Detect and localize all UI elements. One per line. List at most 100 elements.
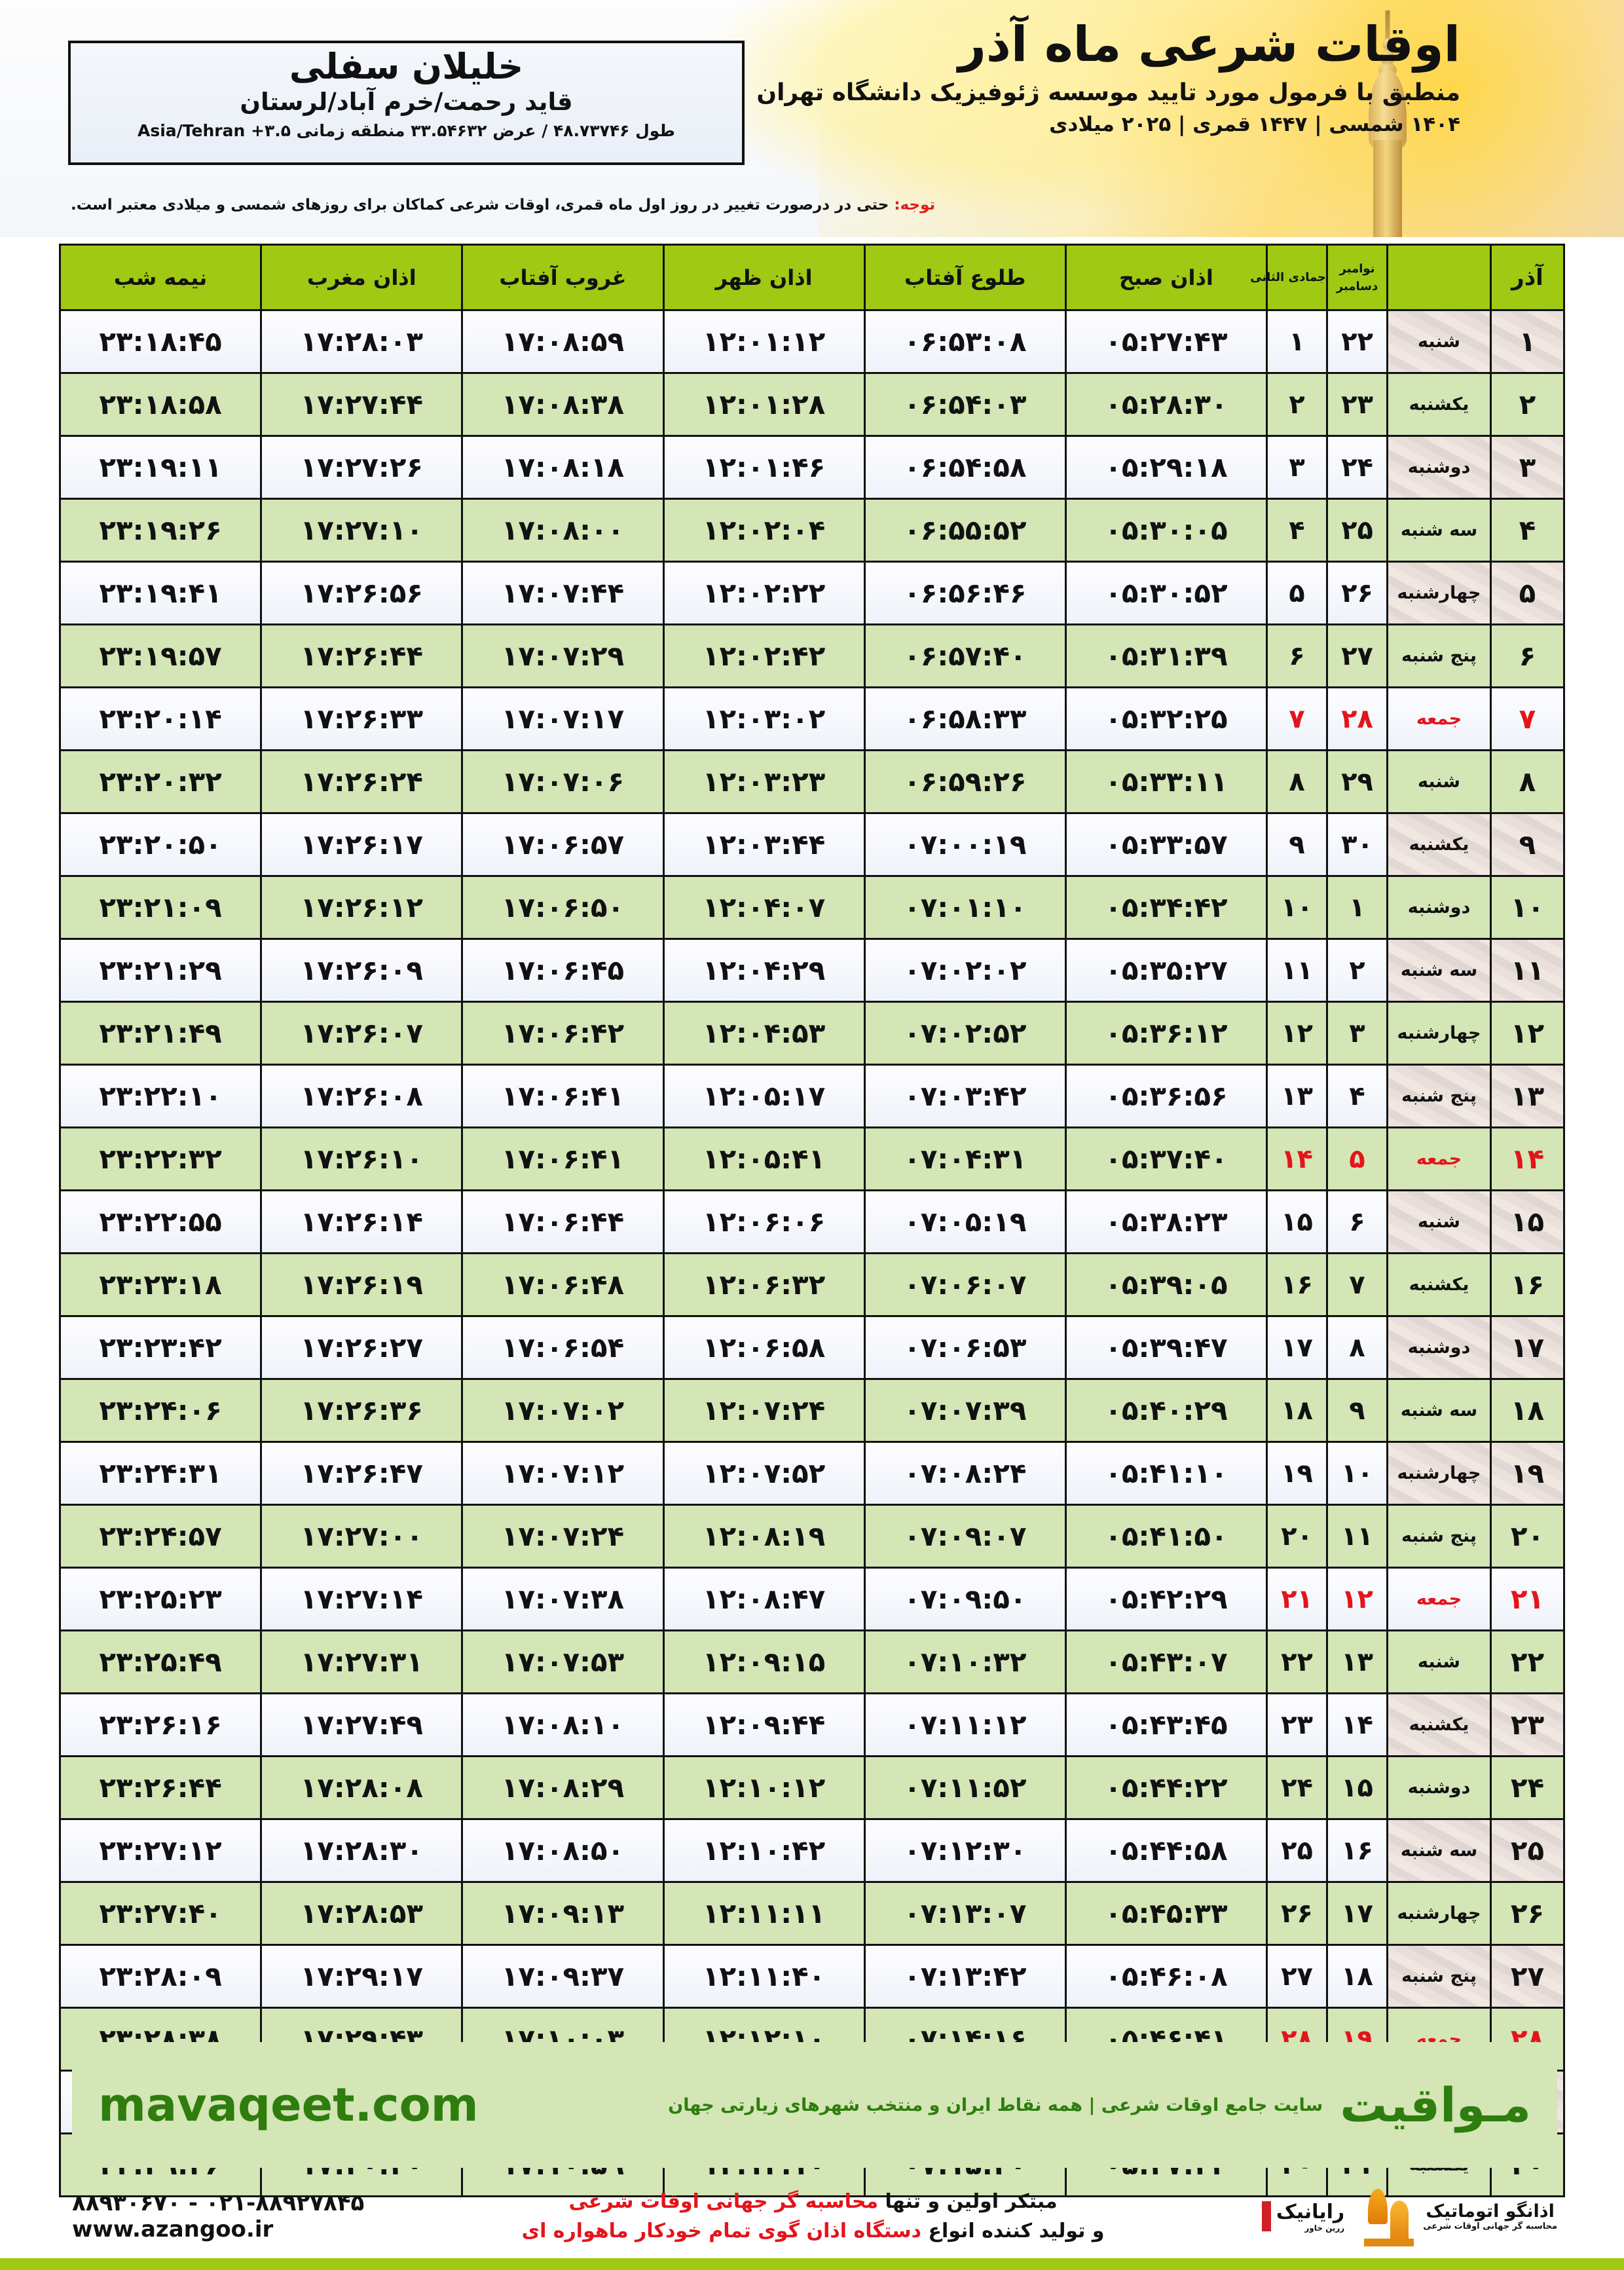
cell-toloo-aftab: ۰۷:۱۲:۳۰ <box>863 1818 1067 1883</box>
cell-azan-maghreb: ۱۷:۲۷:۴۴ <box>260 372 464 437</box>
cell-nimeh-shab: ۲۳:۲۳:۴۲ <box>58 1315 263 1380</box>
table-body: ۱ شنبه ۲۲ ۱ ۰۵:۲۷:۴۳ ۰۶:۵۳:۰۸ ۱۲:۰۱:۱۲ ۱۷:۰۸:۵۹… <box>58 309 1565 2197</box>
cell-ghoroob-aftab: ۱۷:۰۸:۰۰ <box>461 498 665 563</box>
cell-hijri-day: ۱۸ <box>1266 1378 1328 1443</box>
cell-day-number: ۱۵ <box>1490 1189 1565 1254</box>
cell-azan-sobh: ۰۵:۴۱:۱۰ <box>1064 1441 1268 1506</box>
cell-azan-sobh: ۰۵:۲۷:۴۳ <box>1064 309 1268 374</box>
cell-azan-zohr: ۱۲:۰۲:۰۴ <box>662 498 866 563</box>
table-row: ۱۷ دوشنبه ۸ ۱۷ ۰۵:۳۹:۴۷ ۰۷:۰۶:۵۳ ۱۲:۰۶:۵۸ ۱۷:۰۶… <box>58 1315 1565 1380</box>
note-label: توجه: <box>894 196 936 214</box>
cell-azan-zohr: ۱۲:۰۴:۰۷ <box>662 875 866 940</box>
cell-gregorian-day: ۱۴ <box>1326 1692 1388 1757</box>
banner-decorative-art <box>819 0 1624 237</box>
cell-weekday: دوشنبه <box>1386 1315 1492 1380</box>
cell-azan-maghreb: ۱۷:۲۶:۵۶ <box>260 561 464 625</box>
footer-slogan: مبتکر اولین و تنها محاسبه گر جهانی اوقات… <box>522 2187 1105 2246</box>
cell-weekday: سه شنبه <box>1386 498 1492 563</box>
cell-nimeh-shab: ۲۳:۱۹:۲۶ <box>58 498 263 563</box>
cell-azan-sobh: ۰۵:۳۵:۲۷ <box>1064 938 1268 1003</box>
cell-nimeh-shab: ۲۳:۲۲:۵۵ <box>58 1189 263 1254</box>
cell-day-number: ۴ <box>1490 498 1565 563</box>
table-row: ۲۶ چهارشنبه ۱۷ ۲۶ ۰۵:۴۵:۳۳ ۰۷:۱۳:۰۷ ۱۲:۱۱:۱۱ ۱۷… <box>58 1881 1565 1946</box>
cell-gregorian-day: ۱ <box>1326 875 1388 940</box>
cell-azan-zohr: ۱۲:۰۹:۱۵ <box>662 1629 866 1694</box>
cell-gregorian-day: ۲۳ <box>1326 372 1388 437</box>
cell-gregorian-day: ۱۶ <box>1326 1818 1388 1883</box>
cell-weekday: سه شنبه <box>1386 1378 1492 1443</box>
cell-nimeh-shab: ۲۳:۲۴:۰۶ <box>58 1378 263 1443</box>
cell-azan-sobh: ۰۵:۴۱:۵۰ <box>1064 1504 1268 1569</box>
contact-phone[interactable]: ۰۲۱-۸۸۹۲۷۸۴۵ - ۸۸۹۳۰۶۷۰ <box>72 2190 365 2216</box>
cell-azan-maghreb: ۱۷:۲۶:۰۹ <box>260 938 464 1003</box>
cell-weekday: شنبه <box>1386 1189 1492 1254</box>
footer-green-strip <box>0 2258 1624 2270</box>
cell-hijri-day: ۲۳ <box>1266 1692 1328 1757</box>
cell-weekday: پنج شنبه <box>1386 1064 1492 1128</box>
cell-ghoroob-aftab: ۱۷:۰۸:۲۹ <box>461 1755 665 1820</box>
cell-azan-sobh: ۰۵:۳۰:۵۲ <box>1064 561 1268 625</box>
cell-day-number: ۱۴ <box>1490 1126 1565 1191</box>
cell-toloo-aftab: ۰۷:۰۹:۰۷ <box>863 1504 1067 1569</box>
slogan-line2-plain: و تولید کننده انواع <box>921 2220 1105 2242</box>
cell-hijri-day: ۲۷ <box>1266 1944 1328 2009</box>
cell-azan-maghreb: ۱۷:۲۶:۲۴ <box>260 749 464 814</box>
rayanic-logo-sub: زرین خاور <box>1304 2223 1345 2233</box>
table-row: ۲۳ یکشنبه ۱۴ ۲۳ ۰۵:۴۳:۴۵ ۰۷:۱۱:۱۲ ۱۲:۰۹:۴۴ ۱۷:۰… <box>58 1692 1565 1757</box>
cell-gregorian-day: ۲۴ <box>1326 435 1388 500</box>
azangoo-logo: اذانگو اتوماتیک محاسبه گر جهانی اوقات شر… <box>1360 2186 1557 2246</box>
cell-azan-sobh: ۰۵:۳۳:۵۷ <box>1064 812 1268 877</box>
page-years-line: ۱۴۰۴ شمسی | ۱۴۴۷ قمری | ۲۰۲۵ میلادی <box>1049 113 1460 137</box>
cell-day-number: ۶ <box>1490 623 1565 688</box>
page-subtitle: منطبق با فرمول مورد تایید موسسه ژئوفیزیک… <box>756 79 1460 107</box>
cell-ghoroob-aftab: ۱۷:۰۶:۴۱ <box>461 1064 665 1128</box>
cell-gregorian-day: ۲۲ <box>1326 309 1388 374</box>
cell-toloo-aftab: ۰۷:۰۶:۰۷ <box>863 1252 1067 1317</box>
cell-weekday: شنبه <box>1386 749 1492 814</box>
cell-nimeh-shab: ۲۳:۱۸:۴۵ <box>58 309 263 374</box>
table-row: ۱۰ دوشنبه ۱ ۱۰ ۰۵:۳۴:۴۲ ۰۷:۰۱:۱۰ ۱۲:۰۴:۰۷ ۱۷:۰۶… <box>58 875 1565 940</box>
cell-ghoroob-aftab: ۱۷:۰۸:۵۰ <box>461 1818 665 1883</box>
cell-weekday: جمعه <box>1386 686 1492 751</box>
cell-day-number: ۳ <box>1490 435 1565 500</box>
cell-weekday: یکشنبه <box>1386 1692 1492 1757</box>
cell-azan-zohr: ۱۲:۰۷:۲۴ <box>662 1378 866 1443</box>
cell-weekday: پنج شنبه <box>1386 1504 1492 1569</box>
cell-day-number: ۱۱ <box>1490 938 1565 1003</box>
cell-hijri-day: ۷ <box>1266 686 1328 751</box>
cell-weekday: سه شنبه <box>1386 938 1492 1003</box>
cell-azan-zohr: ۱۲:۱۱:۴۰ <box>662 1944 866 2009</box>
cell-ghoroob-aftab: ۱۷:۰۷:۱۷ <box>461 686 665 751</box>
cell-ghoroob-aftab: ۱۷:۰۶:۵۷ <box>461 812 665 877</box>
table-header-row: آذر نوامبر دسامبر جمادی الثانی اذان صبح … <box>58 244 1565 311</box>
col-header-nov: نوامبر <box>1339 261 1375 276</box>
cell-azan-maghreb: ۱۷:۲۷:۱۴ <box>260 1567 464 1631</box>
brand-website-link[interactable]: mavaqeet.com <box>98 2078 479 2132</box>
cell-nimeh-shab: ۲۳:۲۲:۳۲ <box>58 1126 263 1191</box>
col-header-nimeh-shab: نیمه شب <box>58 244 263 311</box>
cell-ghoroob-aftab: ۱۷:۰۷:۲۹ <box>461 623 665 688</box>
cell-azan-sobh: ۰۵:۲۸:۳۰ <box>1064 372 1268 437</box>
table-row: ۹ یکشنبه ۳۰ ۹ ۰۵:۳۳:۵۷ ۰۷:۰۰:۱۹ ۱۲:۰۳:۴۴ ۱۷:۰۶:… <box>58 812 1565 877</box>
cell-toloo-aftab: ۰۷:۰۵:۱۹ <box>863 1189 1067 1254</box>
cell-day-number: ۲۲ <box>1490 1629 1565 1694</box>
cell-nimeh-shab: ۲۳:۲۰:۵۰ <box>58 812 263 877</box>
cell-hijri-day: ۹ <box>1266 812 1328 877</box>
cell-hijri-day: ۲ <box>1266 372 1328 437</box>
cell-hijri-day: ۴ <box>1266 498 1328 563</box>
cell-gregorian-day: ۲۷ <box>1326 623 1388 688</box>
contact-website[interactable]: www.azangoo.ir <box>72 2216 274 2242</box>
cell-azan-sobh: ۰۵:۳۳:۱۱ <box>1064 749 1268 814</box>
cell-nimeh-shab: ۲۳:۲۰:۱۴ <box>58 686 263 751</box>
cell-gregorian-day: ۳۰ <box>1326 812 1388 877</box>
cell-nimeh-shab: ۲۳:۲۴:۳۱ <box>58 1441 263 1506</box>
cell-day-number: ۹ <box>1490 812 1565 877</box>
col-header-gregorian: نوامبر دسامبر <box>1326 244 1388 311</box>
rayanic-bar-icon <box>1261 2201 1271 2231</box>
cell-toloo-aftab: ۰۷:۰۲:۰۲ <box>863 938 1067 1003</box>
cell-azan-maghreb: ۱۷:۲۷:۴۹ <box>260 1692 464 1757</box>
note-text: حتی در درصورت تغییر در روز اول ماه قمری،… <box>71 196 895 214</box>
brand-tagline: سایت جامع اوقات شرعی | همه نقاط ایران و … <box>668 2094 1323 2115</box>
cell-azan-zohr: ۱۲:۰۴:۵۳ <box>662 1001 866 1066</box>
cell-ghoroob-aftab: ۱۷:۰۶:۴۵ <box>461 938 665 1003</box>
